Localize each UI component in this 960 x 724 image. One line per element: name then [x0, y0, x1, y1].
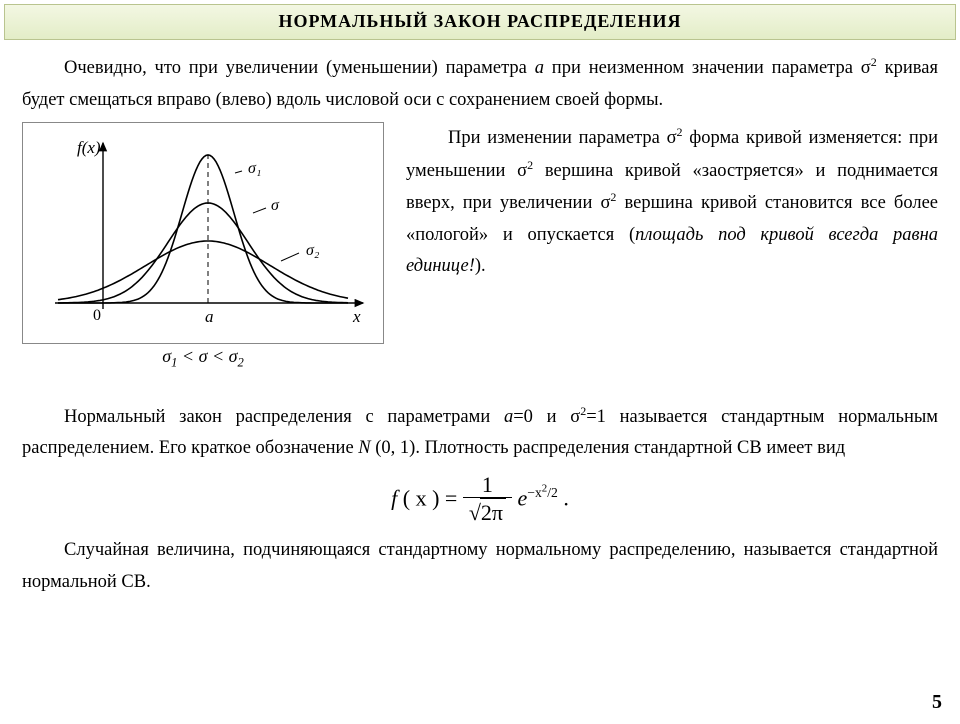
sqrt: √2π	[469, 498, 506, 528]
svg-text:f(x): f(x)	[77, 138, 101, 157]
p3-mid1: =0 и σ	[513, 407, 580, 427]
paragraph-3: Нормальный закон распределения с парамет…	[22, 401, 938, 465]
f-lhs-x: ( x ) =	[397, 485, 463, 510]
svg-text:0: 0	[93, 307, 101, 324]
title-bar: НОРМАЛЬНЫЙ ЗАКОН РАСПРЕДЕЛЕНИЯ	[4, 4, 956, 40]
frac-den: √2π	[463, 498, 512, 528]
figure-column: f(x)0axσ₁σσ₂ σ1 < σ < σ2	[22, 122, 384, 373]
p3-pre: Нормальный закон распределения с парамет…	[64, 407, 504, 427]
sqrt-arg: 2π	[480, 498, 506, 528]
cap-sub2: 2	[237, 356, 243, 370]
p3-args: (0, 1)	[371, 438, 416, 458]
figure-wrap: f(x)0axσ₁σσ₂ σ1 < σ < σ2	[22, 122, 384, 373]
cap-s1: σ	[162, 346, 171, 366]
svg-text:σ₂: σ₂	[306, 242, 320, 259]
p3-a: a	[504, 407, 513, 427]
f-exp: −x2/2	[527, 485, 558, 500]
paragraph-4: Случайная величина, подчиняющаяся станда…	[22, 535, 938, 598]
svg-text:a: a	[205, 307, 214, 326]
f-exp-tail: /2	[547, 485, 558, 500]
paragraph-1: Очевидно, что при увеличении (уменьшении…	[22, 52, 938, 116]
f-period: .	[558, 485, 569, 510]
figure-row: f(x)0axσ₁σσ₂ σ1 < σ < σ2 При изменении п…	[22, 122, 938, 373]
density-formula: f ( x ) = 1 √2π e−x2/2 .	[22, 473, 938, 528]
p3-N: N	[358, 438, 370, 458]
svg-text:x: x	[352, 307, 361, 326]
p2-d: ).	[475, 256, 486, 276]
p1-a: a	[535, 58, 544, 78]
p1-mid: при неизменном значении параметра σ	[544, 58, 871, 78]
content: Очевидно, что при увеличении (уменьшении…	[0, 40, 960, 598]
page-number: 5	[932, 691, 942, 714]
f-e: e	[518, 485, 528, 510]
figure-border: f(x) 0 a x σ₁ σ σ₂	[22, 122, 384, 344]
f-exp-neg: −x	[527, 485, 542, 500]
p2-pre: При изменении параметра σ	[448, 128, 677, 148]
figure-caption: σ1 < σ < σ2	[22, 344, 384, 373]
frac-num: 1	[463, 473, 512, 498]
fraction: 1 √2π	[463, 473, 512, 528]
svg-text:σ: σ	[271, 197, 280, 214]
paragraph-2: При изменении параметра σ2 форма кривой …	[406, 122, 938, 283]
page-title: НОРМАЛЬНЫЙ ЗАКОН РАСПРЕДЕЛЕНИЯ	[278, 11, 681, 31]
normal-curves-figure: f(x) 0 a x σ₁ σ σ₂	[23, 123, 383, 343]
p1-pre: Очевидно, что при увеличении (уменьшении…	[64, 58, 535, 78]
p3-end: . Плотность распределения стандартной СВ…	[415, 438, 845, 458]
right-text-column: При изменении параметра σ2 форма кривой …	[384, 122, 938, 289]
svg-text:σ₁: σ₁	[248, 160, 261, 177]
cap-mid: < σ < σ	[177, 346, 237, 366]
